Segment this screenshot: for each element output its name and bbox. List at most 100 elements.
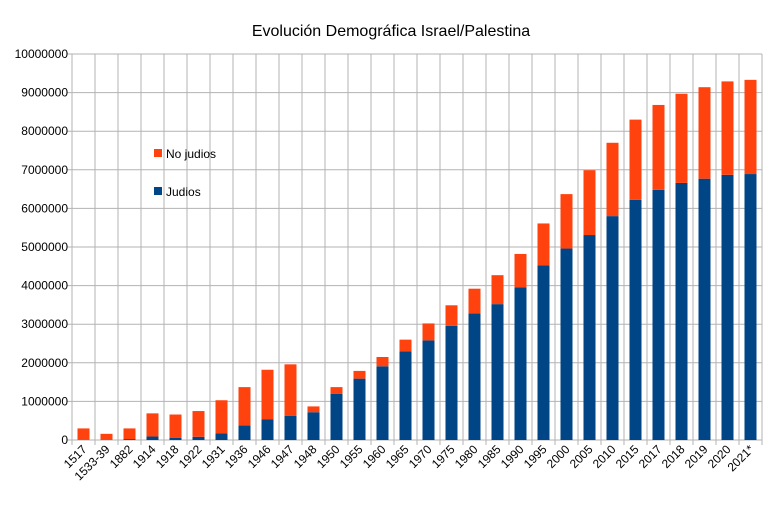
bar-judios bbox=[607, 216, 619, 440]
y-tick-label: 4000000 bbox=[21, 279, 68, 293]
y-tick-label: 0 bbox=[61, 433, 68, 447]
bar-no-judios bbox=[400, 340, 412, 352]
bar-judios bbox=[745, 174, 757, 440]
x-tick-label: 1965 bbox=[383, 442, 412, 471]
bar-no-judios bbox=[308, 406, 320, 412]
bar-judios bbox=[653, 190, 665, 440]
x-tick-label: 1985 bbox=[475, 442, 504, 471]
bar-no-judios bbox=[170, 415, 182, 438]
x-tick-label: 1936 bbox=[222, 442, 251, 471]
x-tick-label: 2000 bbox=[544, 442, 573, 471]
bar-no-judios bbox=[262, 370, 274, 419]
bar-no-judios bbox=[354, 371, 366, 379]
bar-no-judios bbox=[653, 105, 665, 190]
x-tick-label: 1947 bbox=[268, 442, 297, 471]
bar-judios bbox=[630, 200, 642, 440]
chart-title: Evolución Demográfica Israel/Palestina bbox=[252, 23, 530, 40]
bar-judios bbox=[331, 394, 343, 440]
bar-judios bbox=[239, 425, 251, 440]
bar-no-judios bbox=[584, 170, 596, 235]
x-tick-label: 1955 bbox=[337, 442, 366, 471]
bar-judios bbox=[423, 340, 435, 440]
x-tick-label: 1995 bbox=[521, 442, 550, 471]
bar-judios bbox=[124, 439, 136, 440]
y-tick-label: 6000000 bbox=[21, 201, 68, 215]
bar-no-judios bbox=[147, 413, 159, 436]
bar-no-judios bbox=[469, 289, 481, 314]
bar-judios bbox=[285, 416, 297, 440]
bar-no-judios bbox=[607, 143, 619, 216]
bar-judios bbox=[308, 412, 320, 440]
x-tick-label: 1990 bbox=[498, 442, 527, 471]
x-tick-label: 1931 bbox=[199, 442, 228, 471]
y-tick-label: 3000000 bbox=[21, 317, 68, 331]
x-tick-label: 2005 bbox=[567, 442, 596, 471]
x-tick-label: 2019 bbox=[682, 442, 711, 471]
bar-judios bbox=[699, 179, 711, 440]
bar-judios bbox=[377, 366, 389, 440]
x-tick-label: 1882 bbox=[107, 442, 136, 471]
bar-judios bbox=[515, 288, 527, 440]
bar-judios bbox=[492, 304, 504, 440]
x-tick-label: 1970 bbox=[406, 442, 435, 471]
bar-no-judios bbox=[239, 387, 251, 425]
bar-no-judios bbox=[377, 357, 389, 366]
bar-judios bbox=[262, 419, 274, 440]
legend-swatch bbox=[154, 149, 162, 157]
bar-judios bbox=[216, 433, 228, 440]
bar-no-judios bbox=[538, 223, 550, 265]
y-tick-label: 9000000 bbox=[21, 86, 68, 100]
bar-no-judios bbox=[515, 254, 527, 288]
x-tick-label: 1980 bbox=[452, 442, 481, 471]
x-tick-label: 2010 bbox=[590, 442, 619, 471]
bar-judios bbox=[170, 438, 182, 440]
x-tick-label: 1975 bbox=[429, 442, 458, 471]
bar-judios bbox=[469, 313, 481, 440]
bar-no-judios bbox=[722, 81, 734, 174]
x-tick-label: 1946 bbox=[245, 442, 274, 471]
bar-no-judios bbox=[745, 80, 757, 174]
bar-no-judios bbox=[699, 87, 711, 178]
bar-judios bbox=[538, 266, 550, 440]
legend-label: Judios bbox=[166, 185, 201, 199]
bar-no-judios bbox=[331, 387, 343, 394]
bar-judios bbox=[193, 437, 205, 440]
bar-judios bbox=[446, 326, 458, 440]
y-tick-label: 8000000 bbox=[21, 124, 68, 138]
bar-no-judios bbox=[78, 428, 90, 439]
x-tick-label: 1960 bbox=[360, 442, 389, 471]
bar-judios bbox=[561, 249, 573, 440]
x-tick-label: 2015 bbox=[613, 442, 642, 471]
x-tick-label: 1922 bbox=[176, 442, 205, 471]
bar-no-judios bbox=[423, 323, 435, 340]
x-tick-label: 1948 bbox=[291, 442, 320, 471]
x-tick-label: 2017 bbox=[636, 442, 665, 471]
bar-no-judios bbox=[216, 400, 228, 433]
bar-no-judios bbox=[124, 428, 136, 439]
x-tick-label: 2018 bbox=[659, 442, 688, 471]
bar-no-judios bbox=[285, 364, 297, 415]
bar-no-judios bbox=[101, 434, 113, 440]
bar-no-judios bbox=[193, 411, 205, 437]
x-tick-label: 1918 bbox=[153, 442, 182, 471]
x-tick-label: 1914 bbox=[130, 442, 159, 471]
bar-no-judios bbox=[676, 94, 688, 183]
y-tick-label: 10000000 bbox=[15, 47, 69, 61]
legend-swatch bbox=[154, 187, 162, 195]
y-tick-label: 7000000 bbox=[21, 163, 68, 177]
bar-no-judios bbox=[630, 120, 642, 200]
bar-no-judios bbox=[561, 194, 573, 248]
bar-judios bbox=[147, 437, 159, 440]
bar-judios bbox=[676, 183, 688, 440]
bar-no-judios bbox=[492, 275, 504, 304]
y-tick-label: 1000000 bbox=[21, 394, 68, 408]
y-tick-label: 5000000 bbox=[21, 240, 68, 254]
bar-judios bbox=[400, 351, 412, 440]
bar-judios bbox=[584, 235, 596, 440]
y-tick-label: 2000000 bbox=[21, 356, 68, 370]
x-tick-label: 1950 bbox=[314, 442, 343, 471]
bar-no-judios bbox=[446, 305, 458, 325]
bar-judios bbox=[722, 175, 734, 440]
x-tick-label: 2021* bbox=[725, 442, 757, 474]
